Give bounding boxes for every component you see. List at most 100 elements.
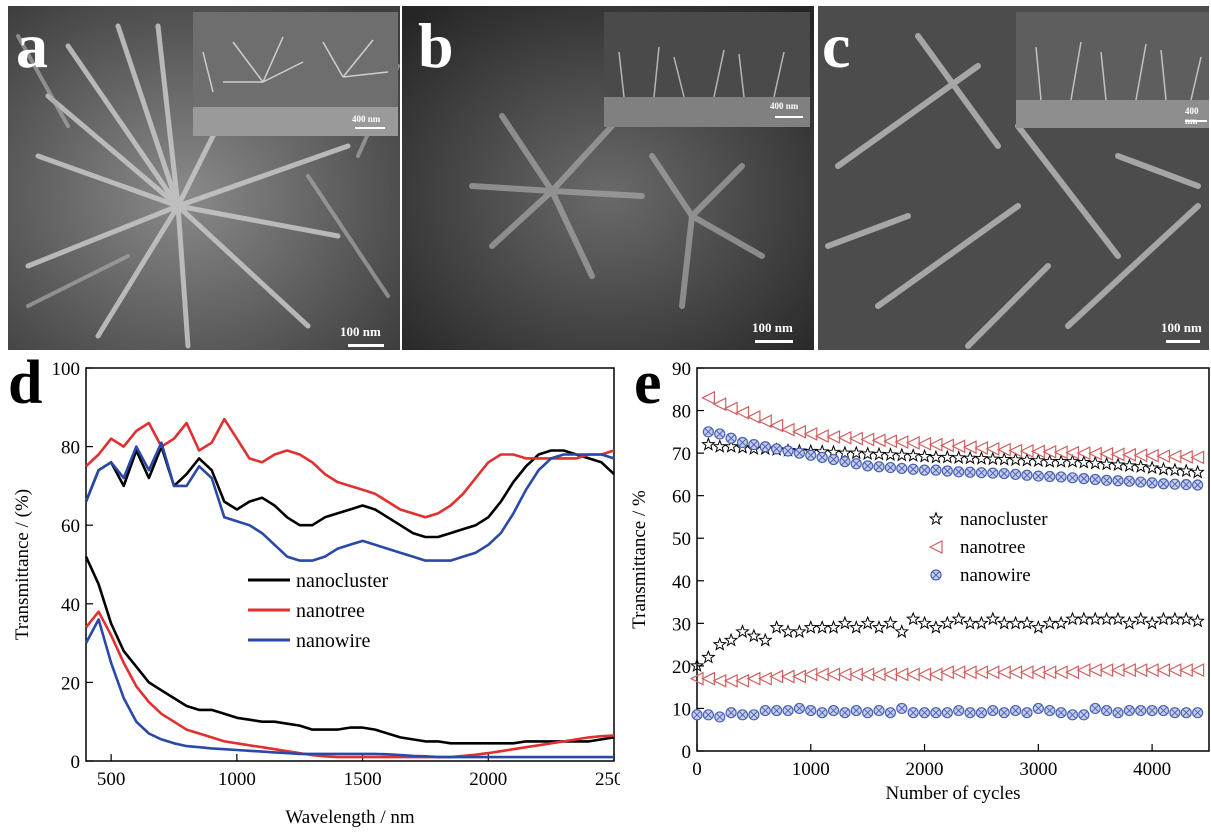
marker-cross-nanowire <box>727 708 735 717</box>
marker-cross-nanowire <box>806 451 815 460</box>
marker-nanocluster <box>905 611 921 626</box>
legend-label-nanowire: nanowire <box>960 565 1031 586</box>
y-tick-label: 0 <box>682 742 692 763</box>
marker-nanocluster <box>849 619 864 634</box>
marker-nanocluster <box>780 624 796 639</box>
marker-cross-nanowire <box>772 706 781 715</box>
marker-nanotree <box>928 667 943 682</box>
marker-cross-nanowire <box>1045 706 1054 715</box>
marker-cross-nanowire <box>1114 708 1122 717</box>
panel-letter-a: a <box>16 10 48 81</box>
marker-nanocluster <box>1076 454 1092 469</box>
panel-letter-c: c <box>822 10 851 81</box>
marker-cross-nanowire <box>863 708 872 717</box>
marker-cross-nanowire <box>1011 470 1020 479</box>
marker-cross-nanowire <box>727 434 735 443</box>
y-tick-label: 80 <box>61 438 80 459</box>
series-line-nanocluster <box>84 556 615 745</box>
marker-cross-nanowire <box>818 708 827 717</box>
marker-nanocluster <box>826 619 841 634</box>
marker-cross-nanowire <box>704 427 713 436</box>
marker-cross-nanowire <box>954 706 963 715</box>
marker-nanotree <box>1144 448 1159 463</box>
marker-cross-nanowire <box>1148 706 1156 715</box>
series-line-nanotree <box>84 610 615 759</box>
marker-cross-nanowire <box>897 704 906 713</box>
marker-cross-nanowire <box>750 710 758 719</box>
marker-cross-nanowire-legend <box>932 571 940 579</box>
marker-nanocluster <box>1087 611 1103 626</box>
scale-bar-b-label: 100 nm <box>752 320 793 335</box>
x-tick-label: 2000 <box>906 759 944 780</box>
marker-nanotree <box>735 405 750 420</box>
y-tick-label: 60 <box>61 516 80 537</box>
x-tick-label: 1000 <box>792 759 830 780</box>
marker-nanocluster <box>1031 619 1046 634</box>
marker-nanocluster <box>689 658 705 673</box>
legend-label-nanotree: nanotree <box>296 600 365 622</box>
marker-cross-nanowire <box>1057 473 1065 481</box>
marker-nanocluster <box>1144 460 1160 475</box>
marker-nanocluster <box>917 615 932 630</box>
marker-nanotree <box>917 436 932 451</box>
marker-nanocluster <box>1156 611 1171 626</box>
micrograph-a-inset <box>193 12 398 136</box>
inset-scale-bar-c <box>1185 120 1207 122</box>
y-tick-label: 40 <box>61 595 80 616</box>
chart-e-svg: 0 1000 2000 3000 4000 0 10 20 30 40 50 60 70 80 90 Numb… <box>629 359 1210 804</box>
marker-cross-nanowire <box>920 466 929 474</box>
marker-cross-nanowire <box>875 706 883 715</box>
marker-cross-nanowire <box>932 708 940 717</box>
marker-cross-nanowire <box>841 708 849 717</box>
marker-cross-nanowire <box>977 468 986 477</box>
marker-nanotree <box>1065 665 1080 680</box>
marker-cross-nanowire <box>1171 708 1179 717</box>
marker-nanocluster <box>1144 615 1160 630</box>
marker-nanotree <box>905 435 920 450</box>
plot-frame <box>85 367 615 762</box>
marker-cross-nanowire <box>909 465 918 474</box>
inset-scale-bar-a-label: 400 nm <box>352 114 381 124</box>
marker-nanotree <box>1178 449 1193 464</box>
micrograph-c-inset-texture <box>1016 12 1209 128</box>
marker-nanocluster <box>951 450 966 464</box>
marker-cross-nanowire <box>784 706 792 715</box>
marker-nanocluster <box>974 450 989 465</box>
marker-cross-nanowire <box>886 463 895 472</box>
marker-nanocluster <box>712 439 728 453</box>
marker-nanocluster <box>985 611 1001 626</box>
marker-nanocluster <box>951 611 966 626</box>
x-axis-label: Wavelength / nm <box>285 807 415 828</box>
y-tick-label: 80 <box>672 402 691 423</box>
marker-nanocluster <box>701 436 716 451</box>
y-axis-label: Transmittance / (%) <box>12 489 33 640</box>
marker-nanocluster <box>1110 611 1126 626</box>
scale-bar-c-label: 100 nm <box>1161 320 1202 335</box>
marker-nanocluster <box>985 451 1001 466</box>
marker-nanocluster <box>769 619 784 634</box>
y-tick-label: 50 <box>672 529 691 550</box>
series-line-nanowire <box>84 441 615 562</box>
marker-cross-nanowire <box>875 462 883 471</box>
marker-cross-nanowire <box>738 438 747 447</box>
x-tick-label: 4000 <box>1133 759 1171 780</box>
marker-cross-nanowire <box>841 457 849 466</box>
y-tick-label: 90 <box>672 359 691 380</box>
marker-cross-nanowire <box>1000 708 1009 717</box>
marker-cross-nanowire <box>897 464 906 473</box>
marker-nanocluster <box>837 445 853 460</box>
marker-cross-nanowire <box>818 453 827 462</box>
marker-nanocluster <box>1065 453 1080 468</box>
marker-nanotree <box>883 434 898 449</box>
marker-cross-nanowire <box>966 468 974 477</box>
marker-nanotree <box>701 390 715 405</box>
marker-nanocluster <box>883 615 898 630</box>
marker-nanocluster-legend <box>928 511 944 526</box>
x-tick-label: 1000 <box>218 769 256 790</box>
marker-cross-nanowire <box>954 467 963 476</box>
marker-cross-nanowire <box>750 440 758 449</box>
marker-cross-nanowire <box>1171 480 1179 489</box>
marker-nanotree <box>723 401 738 416</box>
marker-cross-nanowire <box>1159 479 1168 488</box>
